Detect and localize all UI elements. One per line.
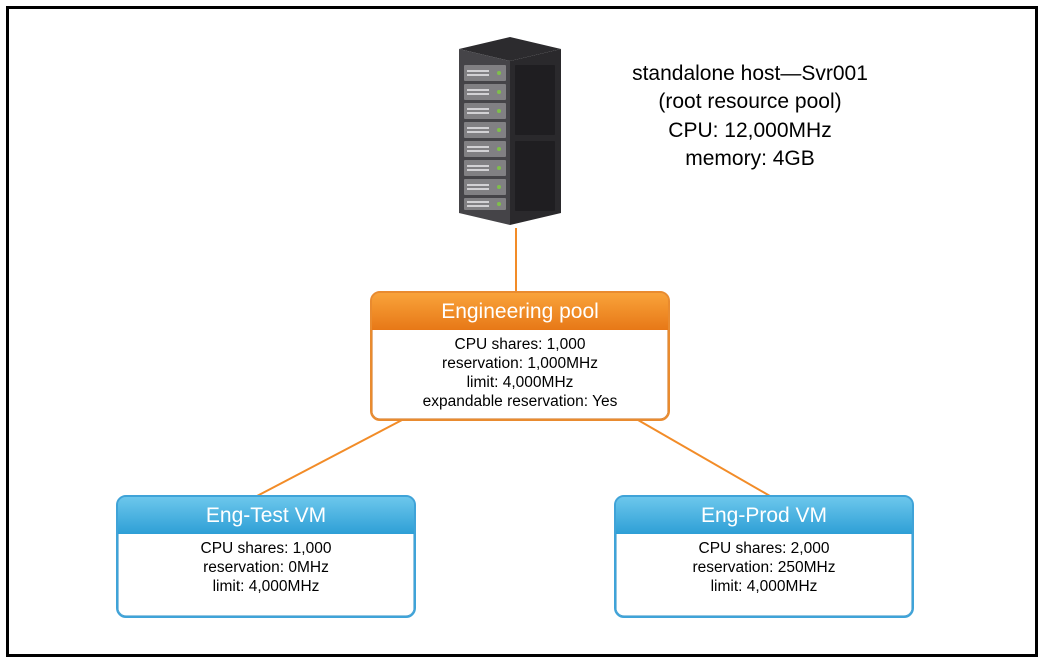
vm-test-line2: reservation: 0MHz [122, 559, 410, 578]
vm-prod-line3: limit: 4,000MHz [620, 578, 908, 597]
pool-line4: expandable reservation: Yes [376, 393, 664, 412]
host-label-line3: CPU: 12,000MHz [585, 117, 915, 145]
host-label-line1: standalone host—Svr001 [585, 60, 915, 88]
vm-prod-line1: CPU shares: 2,000 [620, 540, 908, 559]
server-rack-icon [455, 35, 565, 230]
host-label: standalone host—Svr001 (root resource po… [585, 60, 915, 173]
eng-prod-vm-box: Eng-Prod VM CPU shares: 2,000 reservatio… [614, 495, 914, 618]
pool-line3: limit: 4,000MHz [376, 374, 664, 393]
host-label-line2: (root resource pool) [585, 88, 915, 116]
vm-prod-line2: reservation: 250MHz [620, 559, 908, 578]
vm-prod-title: Eng-Prod VM [616, 497, 912, 534]
diagram-canvas: standalone host—Svr001 (root resource po… [0, 0, 1044, 663]
connector-pool-to-prod [638, 420, 770, 496]
engineering-pool-box: Engineering pool CPU shares: 1,000 reser… [370, 291, 670, 421]
pool-body: CPU shares: 1,000 reservation: 1,000MHz … [372, 330, 668, 420]
host-label-line4: memory: 4GB [585, 145, 915, 173]
vm-test-line3: limit: 4,000MHz [122, 578, 410, 597]
connector-pool-to-test [257, 420, 402, 496]
vm-prod-body: CPU shares: 2,000 reservation: 250MHz li… [616, 534, 912, 605]
eng-test-vm-box: Eng-Test VM CPU shares: 1,000 reservatio… [116, 495, 416, 618]
pool-line2: reservation: 1,000MHz [376, 355, 664, 374]
vm-test-title: Eng-Test VM [118, 497, 414, 534]
pool-title: Engineering pool [372, 293, 668, 330]
pool-line1: CPU shares: 1,000 [376, 336, 664, 355]
vm-test-body: CPU shares: 1,000 reservation: 0MHz limi… [118, 534, 414, 605]
vm-test-line1: CPU shares: 1,000 [122, 540, 410, 559]
